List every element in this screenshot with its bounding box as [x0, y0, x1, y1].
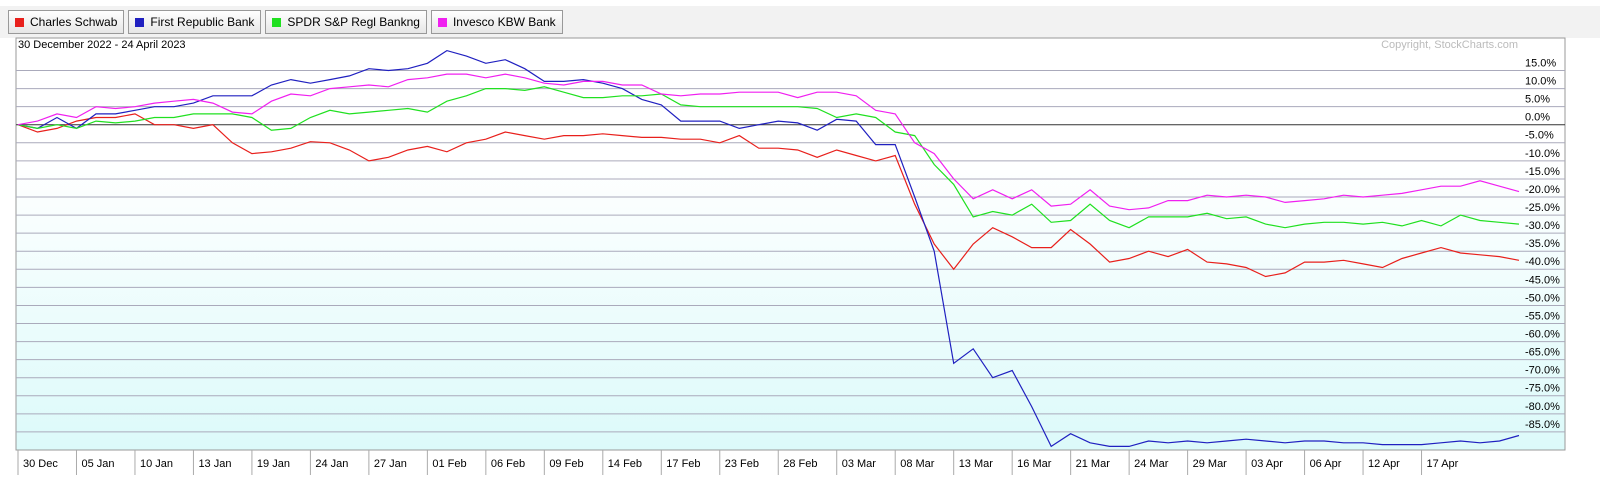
x-tick-label: 24 Jan	[315, 458, 348, 470]
x-tick-label: 10 Jan	[140, 458, 173, 470]
y-tick-label: -20.0%	[1525, 184, 1560, 196]
x-tick-label: 23 Feb	[725, 458, 759, 470]
x-tick-label: 03 Apr	[1251, 458, 1283, 470]
x-tick-label: 27 Jan	[374, 458, 407, 470]
x-tick-label: 29 Mar	[1193, 458, 1228, 470]
y-tick-label: -40.0%	[1525, 256, 1560, 268]
date-range: 30 December 2022 - 24 April 2023	[18, 39, 186, 51]
y-tick-label: 0.0%	[1525, 112, 1550, 124]
legend-item[interactable]: Charles Schwab	[8, 10, 125, 34]
x-tick-label: 09 Feb	[549, 458, 583, 470]
series-line	[17, 113, 1520, 278]
series-line	[17, 49, 1520, 448]
legend-label: First Republic Bank	[150, 15, 255, 29]
legend-label: SPDR S&P Regl Bankng	[287, 15, 420, 29]
y-tick-label: -15.0%	[1525, 166, 1560, 178]
series-line	[17, 86, 1520, 229]
copyright: Copyright, StockCharts.com	[1381, 39, 1518, 51]
x-tick-label: 06 Apr	[1310, 458, 1342, 470]
y-tick-label: -30.0%	[1525, 220, 1560, 232]
x-tick-label: 16 Mar	[1017, 458, 1052, 470]
y-tick-label: -35.0%	[1525, 238, 1560, 250]
legend-label: Charles Schwab	[30, 15, 118, 29]
legend-swatch	[437, 17, 447, 27]
y-tick-label: -5.0%	[1525, 130, 1554, 142]
plot-area	[15, 37, 1566, 451]
y-tick-label: -65.0%	[1525, 347, 1560, 359]
x-tick-label: 17 Apr	[1427, 458, 1459, 470]
x-tick-label: 08 Mar	[900, 458, 935, 470]
y-tick-label: 5.0%	[1525, 94, 1550, 106]
x-tick-label: 14 Feb	[608, 458, 642, 470]
legend-swatch	[272, 17, 282, 27]
legend-swatch	[135, 17, 145, 27]
x-tick-label: 28 Feb	[783, 458, 817, 470]
x-tick-label: 17 Feb	[666, 458, 700, 470]
y-tick-label: -50.0%	[1525, 292, 1560, 304]
series-line	[17, 73, 1520, 211]
x-tick-label: 13 Jan	[198, 458, 231, 470]
legend-label: Invesco KBW Bank	[452, 15, 556, 29]
legend: Charles Schwab First Republic Bank SPDR S&…	[8, 10, 563, 34]
y-tick-label: 15.0%	[1525, 57, 1556, 69]
y-tick-label: -45.0%	[1525, 274, 1560, 286]
x-tick-label: 21 Mar	[1076, 458, 1111, 470]
x-tick-label: 12 Apr	[1368, 458, 1400, 470]
y-tick-label: -85.0%	[1525, 419, 1560, 431]
y-tick-label: -80.0%	[1525, 401, 1560, 413]
legend-item[interactable]: SPDR S&P Regl Bankng	[265, 10, 427, 34]
y-tick-label: -25.0%	[1525, 202, 1560, 214]
y-tick-label: -10.0%	[1525, 148, 1560, 160]
x-tick-label: 06 Feb	[491, 458, 525, 470]
y-tick-label: 10.0%	[1525, 76, 1556, 88]
x-tick-label: 13 Mar	[959, 458, 994, 470]
x-tick-label: 24 Mar	[1134, 458, 1169, 470]
y-tick-label: -75.0%	[1525, 383, 1560, 395]
y-tick-label: -70.0%	[1525, 365, 1560, 377]
legend-swatch	[15, 17, 24, 27]
x-tick-label: 01 Feb	[432, 458, 466, 470]
x-tick-label: 19 Jan	[257, 458, 290, 470]
legend-item[interactable]: First Republic Bank	[128, 10, 262, 34]
x-tick-label: 03 Mar	[842, 458, 877, 470]
legend-item[interactable]: Invesco KBW Bank	[430, 10, 563, 34]
y-tick-label: -55.0%	[1525, 310, 1560, 322]
y-tick-label: -60.0%	[1525, 328, 1560, 340]
x-tick-label: 05 Jan	[81, 458, 114, 470]
x-tick-label: 30 Dec	[23, 458, 58, 470]
